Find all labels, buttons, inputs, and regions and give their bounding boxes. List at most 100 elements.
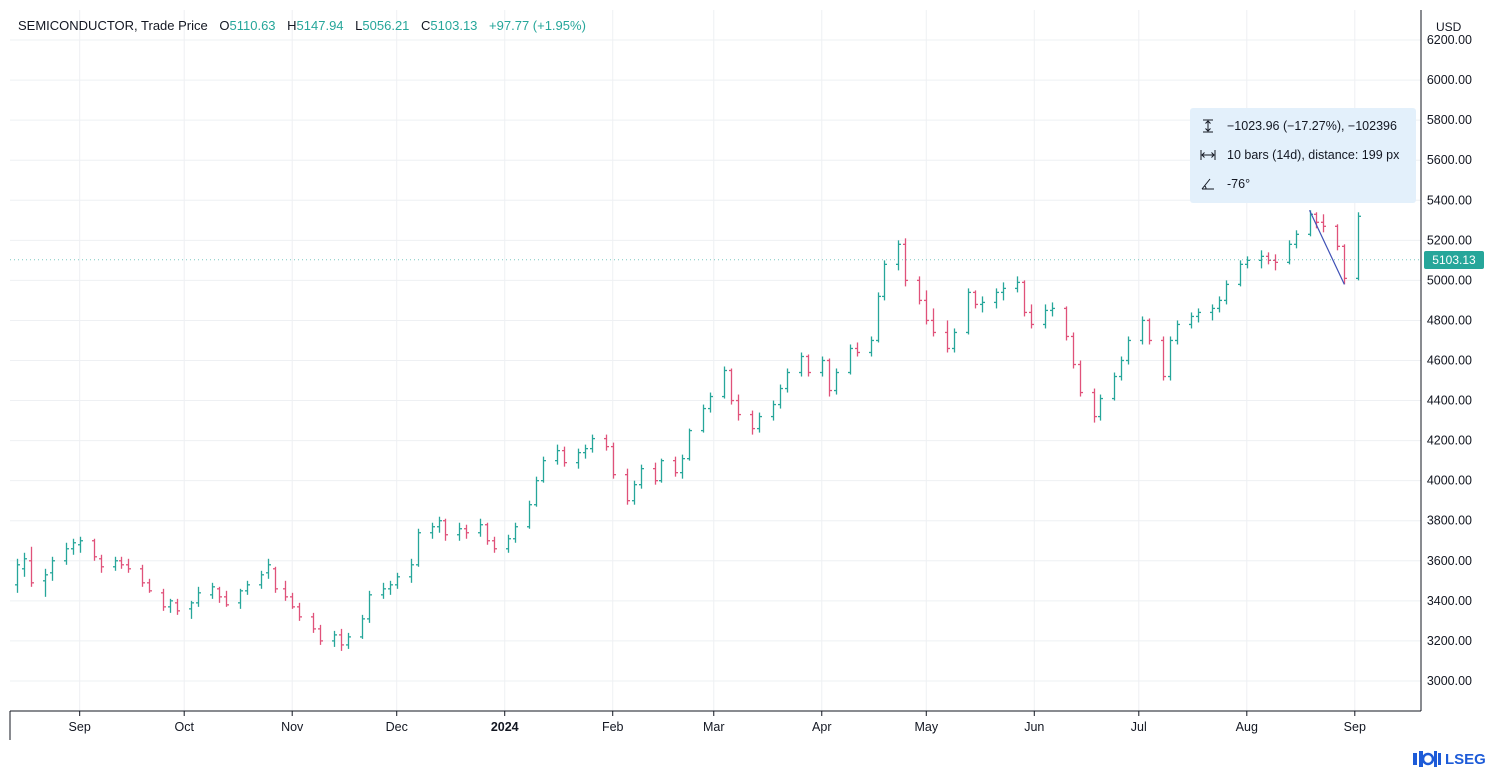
ohlc-bar bbox=[604, 434, 609, 451]
ohlc-bar bbox=[1189, 312, 1194, 329]
ohlc-bar bbox=[1294, 230, 1299, 249]
ohlc-bar bbox=[799, 352, 804, 377]
ohlc-bar bbox=[541, 456, 546, 483]
ohlc-bar bbox=[527, 500, 532, 529]
ohlc-bar bbox=[611, 442, 616, 479]
ohlc-bar bbox=[736, 394, 741, 421]
ohlc-bar bbox=[50, 556, 55, 581]
ohlc-bar bbox=[1147, 318, 1152, 345]
ohlc-bar bbox=[43, 568, 48, 597]
y-tick-label: 5200.00 bbox=[1427, 233, 1472, 247]
ohlc-bar bbox=[1071, 332, 1076, 369]
y-tick-label: 4800.00 bbox=[1427, 313, 1472, 327]
last-price-tag: 5103.13 bbox=[1424, 250, 1484, 269]
x-tick-label: Feb bbox=[602, 720, 624, 734]
x-tick-label: Mar bbox=[703, 720, 725, 734]
ohlc-bar bbox=[238, 588, 243, 609]
x-tick-label: Apr bbox=[812, 720, 831, 734]
high-value: 5147.94 bbox=[296, 18, 344, 33]
y-tick-label: 4200.00 bbox=[1427, 434, 1472, 448]
x-tick-label: Dec bbox=[386, 720, 408, 734]
angle-icon bbox=[1200, 176, 1216, 192]
ohlc-bar bbox=[15, 558, 20, 593]
ohlc-bar bbox=[339, 628, 344, 651]
ohlc-bar bbox=[1161, 336, 1166, 381]
chart-axes: 3000.00 3200.00 3400.00 3600.00 3800.00 4000.… bbox=[9, 10, 1472, 740]
y-tick-label: 5800.00 bbox=[1427, 113, 1472, 127]
ohlc-bar bbox=[119, 556, 124, 569]
y-tick-label: 3400.00 bbox=[1427, 594, 1472, 608]
ohlc-bar bbox=[360, 614, 365, 639]
ohlc-bar bbox=[513, 522, 518, 543]
ohlc-bar bbox=[659, 458, 664, 483]
open-value: 5110.63 bbox=[229, 18, 276, 33]
ohlc-bar bbox=[485, 522, 490, 545]
low-value: 5056.21 bbox=[362, 18, 410, 33]
ohlc-bar bbox=[1043, 304, 1048, 329]
ohlc-bar bbox=[318, 624, 323, 645]
x-tick-label: Jun bbox=[1024, 720, 1044, 734]
ohlc-bar bbox=[1321, 214, 1326, 233]
lseg-logo[interactable]: LSEG bbox=[1412, 750, 1486, 768]
x-tick-label: May bbox=[914, 720, 938, 734]
ohlc-bar bbox=[820, 356, 825, 377]
y-tick-label: 6000.00 bbox=[1427, 73, 1472, 87]
open-key: O bbox=[219, 18, 230, 33]
y-tick-label: 5000.00 bbox=[1427, 273, 1472, 287]
ohlc-bar bbox=[1092, 388, 1097, 423]
ohlc-bar bbox=[1001, 282, 1006, 301]
y-tick-label: 3200.00 bbox=[1427, 634, 1472, 648]
x-tick-label: 2024 bbox=[491, 720, 519, 734]
ohlc-bar bbox=[210, 582, 215, 599]
ohlc-bar bbox=[708, 392, 713, 413]
ohlc-bar bbox=[1168, 336, 1173, 381]
ohlc-bar bbox=[701, 404, 706, 433]
bars-text: 10 bars (14d), distance: 199 px bbox=[1227, 148, 1400, 162]
ohlc-bar bbox=[437, 516, 442, 533]
ohlc-bar bbox=[1210, 304, 1215, 321]
ohlc-bar bbox=[1140, 316, 1145, 345]
ohlc-bar bbox=[311, 612, 316, 633]
ohlc-bar bbox=[224, 590, 229, 607]
ohlc-bar bbox=[245, 580, 250, 595]
ohlc-bar bbox=[457, 522, 462, 541]
ohlc-bar bbox=[367, 590, 372, 623]
ohlc-bar bbox=[785, 368, 790, 393]
ohlc-bar bbox=[478, 518, 483, 537]
ohlc-bar bbox=[882, 260, 887, 301]
ohlc-bar bbox=[1224, 280, 1229, 305]
bars-row: 10 bars (14d), distance: 199 px bbox=[1200, 147, 1399, 163]
ohlc-bar bbox=[1098, 394, 1103, 421]
ohlc-bar bbox=[1238, 260, 1243, 287]
horizontal-range-icon bbox=[1200, 147, 1216, 163]
ohlc-bar bbox=[590, 434, 595, 453]
ohlc-bar bbox=[750, 410, 755, 435]
ohlc-bar bbox=[464, 524, 469, 539]
currency-label[interactable]: USD bbox=[1436, 20, 1462, 34]
ohlc-bar bbox=[722, 366, 727, 399]
ohlc-bar bbox=[994, 288, 999, 309]
ohlc-bar bbox=[632, 480, 637, 505]
ohlc-bar bbox=[1050, 302, 1055, 317]
high-key: H bbox=[287, 18, 297, 33]
y-tick-label: 4000.00 bbox=[1427, 474, 1472, 488]
ohlc-bar bbox=[1287, 240, 1292, 265]
ohlc-bar bbox=[625, 468, 630, 505]
ohlc-bar bbox=[217, 586, 222, 603]
ohlc-bar bbox=[673, 456, 678, 477]
ohlc-bar bbox=[1078, 360, 1083, 397]
ohlc-bar bbox=[273, 566, 278, 593]
ohlc-bar bbox=[416, 528, 421, 567]
ohlc-bar bbox=[1217, 296, 1222, 313]
close-value: 5103.13 bbox=[430, 18, 478, 33]
y-tick-label: 3800.00 bbox=[1427, 514, 1472, 528]
ohlc-bar bbox=[99, 554, 104, 573]
ohlc-bar bbox=[161, 588, 166, 611]
measure-line bbox=[1308, 210, 1345, 285]
ohlc-bar bbox=[757, 412, 762, 433]
ohlc-bar bbox=[168, 598, 173, 613]
ohlc-bar bbox=[332, 630, 337, 647]
low-key: L bbox=[355, 18, 363, 33]
ohlc-bar bbox=[966, 288, 971, 335]
